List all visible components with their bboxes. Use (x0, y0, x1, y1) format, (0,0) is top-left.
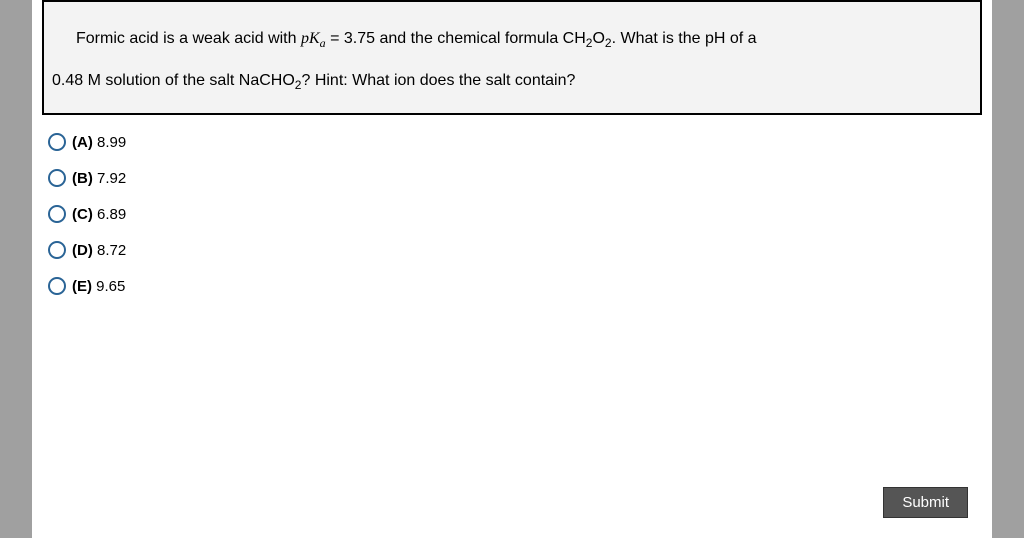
option-a[interactable]: (A) 8.99 (48, 133, 982, 151)
option-value: 6.89 (93, 206, 126, 223)
option-label: (B) 7.92 (72, 170, 126, 187)
q-text-post: . What is the pH of a (612, 30, 757, 47)
q-text-mid: and the chemical formula CH (375, 30, 586, 47)
page-container: Formic acid is a weak acid with pKa = 3.… (0, 0, 1024, 538)
option-label: (E) 9.65 (72, 278, 125, 295)
option-b[interactable]: (B) 7.92 (48, 169, 982, 187)
question-line-2: 0.48 M solution of the salt NaCHO2? Hint… (52, 60, 972, 102)
option-e[interactable]: (E) 9.65 (48, 277, 982, 295)
radio-icon[interactable] (48, 277, 66, 295)
option-label: (A) 8.99 (72, 134, 126, 151)
radio-icon[interactable] (48, 205, 66, 223)
options-list: (A) 8.99 (B) 7.92 (C) 6.89 (D) 8.72 (42, 133, 982, 295)
question-line-1: Formic acid is a weak acid with pKa = 3.… (52, 18, 972, 60)
option-label: (D) 8.72 (72, 242, 126, 259)
option-letter: (C) (72, 206, 93, 223)
radio-icon[interactable] (48, 241, 66, 259)
option-letter: (A) (72, 134, 93, 151)
formula-mid: O (592, 30, 604, 47)
option-d[interactable]: (D) 8.72 (48, 241, 982, 259)
radio-icon[interactable] (48, 133, 66, 151)
pka-symbol: pK (301, 30, 320, 47)
option-c[interactable]: (C) 6.89 (48, 205, 982, 223)
option-letter: (D) (72, 242, 93, 259)
option-value: 8.72 (93, 242, 126, 259)
option-letter: (B) (72, 170, 93, 187)
option-value: 7.92 (93, 170, 126, 187)
submit-button[interactable]: Submit (883, 487, 968, 518)
content-area: Formic acid is a weak acid with pKa = 3.… (32, 0, 992, 538)
option-label: (C) 6.89 (72, 206, 126, 223)
option-value: 8.99 (93, 134, 126, 151)
q2-post: ? Hint: What ion does the salt contain? (301, 72, 575, 89)
option-letter: (E) (72, 278, 92, 295)
question-box: Formic acid is a weak acid with pKa = 3.… (42, 0, 982, 115)
pka-eq: = 3.75 (326, 30, 375, 47)
formula-sub2: 2 (605, 36, 612, 50)
radio-icon[interactable] (48, 169, 66, 187)
option-value: 9.65 (92, 278, 125, 295)
q-text-pre: Formic acid is a weak acid with (76, 30, 301, 47)
q2-pre: 0.48 M solution of the salt NaCHO (52, 72, 295, 89)
